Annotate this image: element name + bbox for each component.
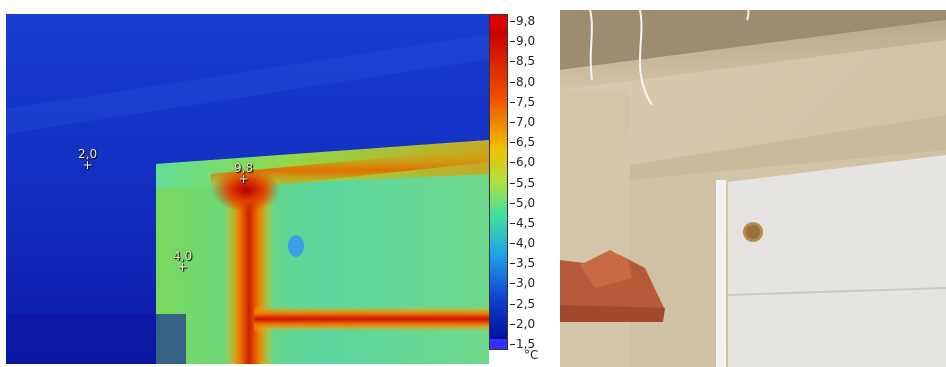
scale-tick-label: 3,5 [516,256,536,271]
scale-tick-label: 2,5 [516,296,536,311]
scale-tick: 7,5 [510,95,535,109]
scale-tick: 8,0 [510,75,535,89]
visible-photo-graphic [560,10,946,367]
scale-tick-line [510,323,515,325]
scale-tick-label: 8,0 [516,74,536,89]
scale-tick-label: 7,5 [516,94,536,109]
scale-tick-line [510,202,515,204]
scale-tick-line [510,182,515,184]
thermal-image-graphic [6,14,489,364]
spot-marker-1: 2,0 + [78,147,98,172]
crosshair-icon: + [177,260,188,274]
scale-tick-line [510,162,515,164]
spot-label-3: 4,0 [173,249,193,263]
scale-tick-label: 6,0 [516,155,536,170]
scale-tick: 3,5 [510,256,535,270]
scale-tick-label: 9,0 [516,34,536,49]
color-scale-bar [489,14,508,350]
scale-tick: 8,5 [510,54,535,68]
scale-tick: 2,0 [510,317,535,331]
color-scale-ticks: 9,8 9,0 8,5 8,0 7,5 7,0 6,5 6,0 5,5 5,0 4,5 4,0 3,5 3… [510,14,555,364]
scale-tick-label: 4,0 [516,236,536,251]
crosshair-icon: + [82,158,93,172]
scale-tick: 6,0 [510,155,535,169]
scale-tick-label: 5,5 [516,175,536,190]
scale-tick: 7,0 [510,115,535,129]
spot-label-1: 2,0 [78,147,98,161]
scale-tick-label: 3,0 [516,276,536,291]
scale-tick: 5,0 [510,196,535,210]
scale-tick-line [510,283,515,285]
scale-tick-line [510,263,515,265]
scale-tick-line [510,142,515,144]
scale-tick-line [510,101,515,103]
thermal-image: 2,0 + 9,8 + 4,0 + [6,14,489,364]
scale-tick-line [510,121,515,123]
scale-tick: 9,0 [510,34,535,48]
scale-tick-label: 7,0 [516,114,536,129]
scale-tick-label: 2,0 [516,316,536,331]
scale-tick: 3,0 [510,276,535,290]
scale-unit: °C [524,348,539,362]
scale-tick: 6,5 [510,135,535,149]
scale-tick: 5,5 [510,176,535,190]
spot-label-2: 9,8 [234,161,254,175]
visible-photo [560,10,946,367]
crosshair-icon: + [238,172,249,186]
scale-tick-line [510,81,515,83]
scale-tick-line [510,222,515,224]
scale-tick: 2,5 [510,297,535,311]
scale-tick-label: 1,5 [516,337,536,351]
scale-tick-line [510,41,515,43]
scale-tick-line [510,243,515,245]
scale-tick-line [510,21,515,22]
scale-tick-line [510,344,515,345]
scale-tick: 9,8 [510,14,535,28]
scale-tick-label: 6,5 [516,135,536,150]
scale-tick: 1,5 [510,337,535,351]
scale-tick-label: 5,0 [516,195,536,210]
scale-tick: 4,0 [510,236,535,250]
spot-marker-2: 9,8 + [234,161,254,186]
scale-tick-label: 4,5 [516,215,536,230]
scale-tick-label: 8,5 [516,54,536,69]
scale-tick-line [510,61,515,63]
scale-tick-line [510,303,515,305]
scale-tick-label: 9,8 [516,14,536,28]
scale-tick: 4,5 [510,216,535,230]
spot-marker-3: 4,0 + [173,249,193,274]
